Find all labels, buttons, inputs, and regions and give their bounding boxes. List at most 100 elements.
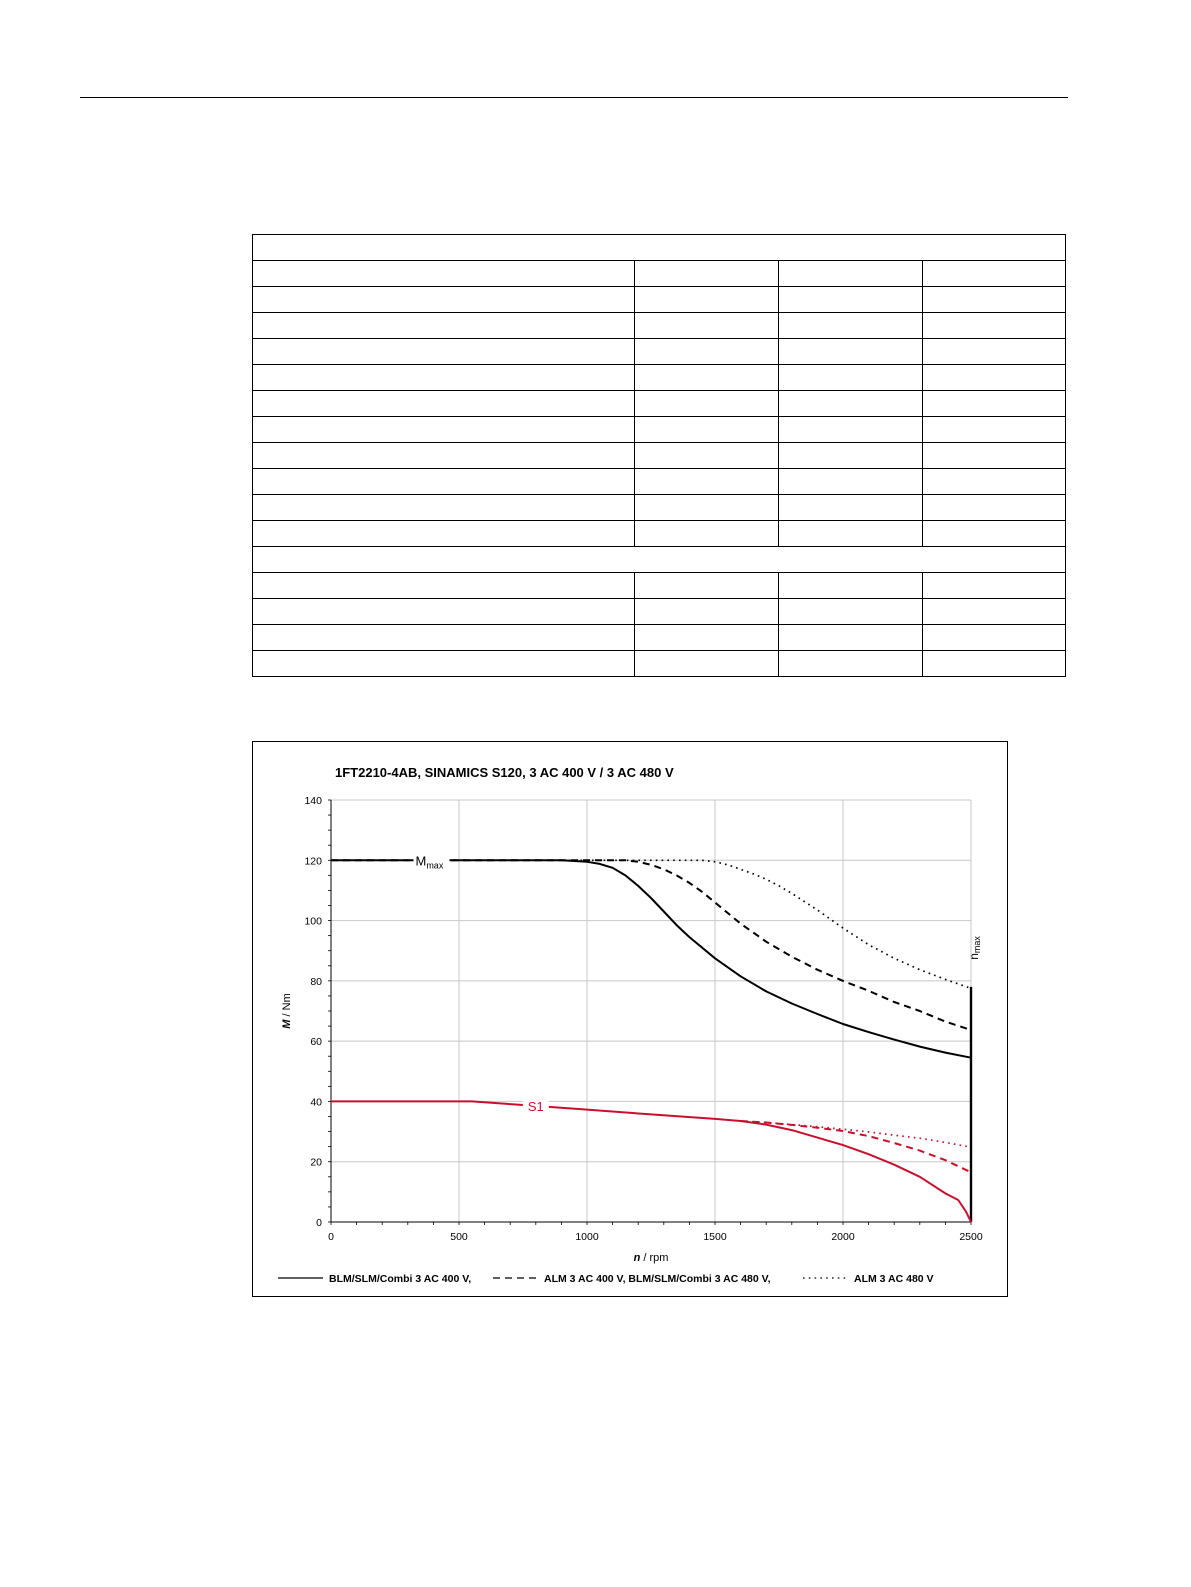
- table-cell: [252, 572, 635, 599]
- table-cell: [252, 338, 635, 365]
- table-cell: [252, 624, 635, 651]
- table-cell: [922, 442, 1066, 469]
- y-tick-label: 100: [304, 916, 322, 928]
- table-row: [252, 234, 1066, 261]
- header-rule: [80, 97, 1068, 98]
- table-row: [252, 364, 1066, 391]
- table-cell: [778, 286, 923, 313]
- table-cell: [922, 286, 1066, 313]
- table-cell: [634, 494, 779, 521]
- table-cell: [634, 520, 779, 547]
- table-cell: [778, 468, 923, 495]
- table-cell: [252, 312, 635, 339]
- s1-label-bg: [522, 1096, 549, 1115]
- table-cell: [634, 442, 779, 469]
- table-cell: [252, 364, 635, 391]
- table-row: [252, 494, 1066, 521]
- x-tick-label: 0: [328, 1231, 334, 1243]
- legend: BLM/SLM/Combi 3 AC 400 V, ALM 3 AC 400 V,…: [278, 1273, 934, 1285]
- table-cell: [778, 598, 923, 625]
- table-cell: [922, 390, 1066, 417]
- table-cell: [778, 624, 923, 651]
- series-s1-solid-line: [331, 1100, 972, 1223]
- axes: 0 500 1000 1500 2000 2500 0 20 40 60 80 100 120 140: [304, 795, 982, 1243]
- x-tick-label: 1500: [703, 1231, 727, 1243]
- y-tick-label: 120: [304, 855, 322, 867]
- table-cell: [922, 338, 1066, 365]
- table-cell: [252, 468, 635, 495]
- specification-table: [252, 234, 1066, 677]
- axis-labels: n / rpm M / Nm: [281, 993, 668, 1264]
- legend-label-dashed: ALM 3 AC 400 V, BLM/SLM/Combi 3 AC 480 V…: [544, 1273, 771, 1285]
- table-row: [252, 390, 1066, 417]
- x-tick-label: 1000: [575, 1231, 599, 1243]
- chart-title: 1FT2210-4AB, SINAMICS S120, 3 AC 400 V /…: [335, 765, 674, 780]
- table-row: [252, 416, 1066, 443]
- table-cell: [634, 312, 779, 339]
- table-cell: [252, 598, 635, 625]
- x-tick-label: 2500: [959, 1231, 983, 1243]
- table-cell: [252, 234, 1066, 261]
- legend-label-dotted: ALM 3 AC 480 V: [854, 1273, 934, 1285]
- table-cell: [922, 416, 1066, 443]
- table-row: [252, 624, 1066, 651]
- table-cell: [634, 624, 779, 651]
- table-row: [252, 442, 1066, 469]
- table-cell: [922, 260, 1066, 287]
- table-cell: [778, 650, 923, 677]
- series-mmax-dotted-line: [331, 859, 972, 990]
- table-cell: [778, 260, 923, 287]
- table-cell: [634, 572, 779, 599]
- table-cell: [922, 624, 1066, 651]
- table-cell: [634, 598, 779, 625]
- table-cell: [634, 416, 779, 443]
- table-cell: [922, 494, 1066, 521]
- mmax-label: Mmax: [415, 853, 443, 870]
- table-cell: [922, 572, 1066, 599]
- y-tick-label: 60: [310, 1036, 322, 1048]
- table-row: [252, 286, 1066, 313]
- legend-label-solid: BLM/SLM/Combi 3 AC 400 V,: [329, 1273, 471, 1285]
- table-row: [252, 546, 1066, 573]
- chart-canvas: 1FT2210-4AB, SINAMICS S120, 3 AC 400 V /…: [278, 765, 983, 1285]
- torque-speed-chart: 1FT2210-4AB, SINAMICS S120, 3 AC 400 V /…: [252, 741, 1008, 1297]
- table-cell: [778, 390, 923, 417]
- table-cell: [778, 364, 923, 391]
- s1-label: S1: [528, 1099, 544, 1114]
- table-cell: [252, 286, 635, 313]
- x-axis-label: n / rpm: [634, 1252, 669, 1264]
- y-tick-label: 140: [304, 795, 322, 807]
- table-cell: [634, 286, 779, 313]
- table-cell: [252, 546, 1066, 573]
- table-cell: [634, 338, 779, 365]
- table-cell: [252, 416, 635, 443]
- table-cell: [252, 442, 635, 469]
- table-cell: [922, 312, 1066, 339]
- table-cell: [778, 416, 923, 443]
- x-tick-label: 500: [450, 1231, 468, 1243]
- table-cell: [252, 390, 635, 417]
- series-group: [331, 859, 973, 1223]
- table-cell: [252, 494, 635, 521]
- table-row: [252, 338, 1066, 365]
- table-row: [252, 598, 1066, 625]
- y-tick-label: 20: [310, 1157, 322, 1169]
- table-row: [252, 572, 1066, 599]
- table-cell: [252, 520, 635, 547]
- table-cell: [252, 260, 635, 287]
- series-mmax-solid-line: [331, 859, 972, 1059]
- table-row: [252, 468, 1066, 495]
- table-row: [252, 260, 1066, 287]
- table-cell: [778, 494, 923, 521]
- series-mmax-dashed-line: [331, 859, 972, 1031]
- table-cell: [634, 650, 779, 677]
- table-cell: [778, 338, 923, 365]
- table-cell: [634, 260, 779, 287]
- table-cell: [922, 650, 1066, 677]
- mmax-label-bg: [413, 850, 450, 870]
- y-tick-label: 0: [316, 1217, 322, 1229]
- table-cell: [634, 468, 779, 495]
- series-s1-dotted-line: [740, 1120, 972, 1149]
- table-cell: [922, 364, 1066, 391]
- table-cell: [634, 390, 779, 417]
